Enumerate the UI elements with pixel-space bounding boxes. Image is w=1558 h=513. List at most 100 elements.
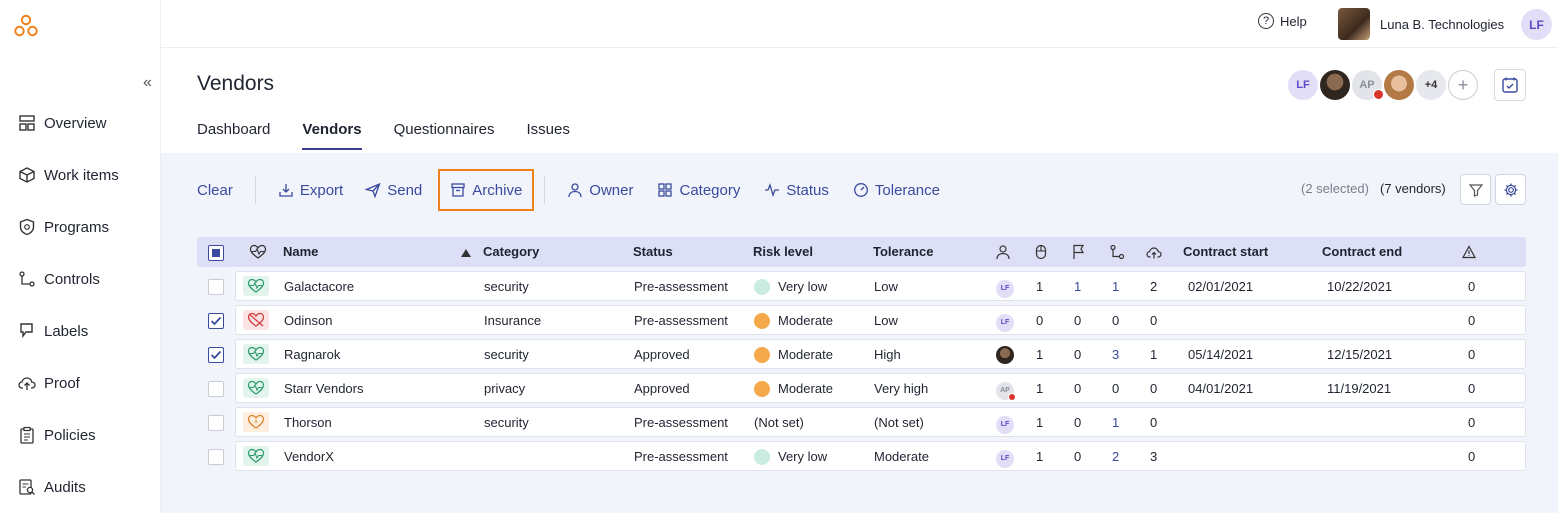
owner-avatar[interactable]: [996, 346, 1014, 367]
count-cell[interactable]: 1: [1112, 279, 1120, 294]
vendor-tolerance: (Not set): [874, 415, 924, 430]
issues-count: 0: [1468, 415, 1476, 430]
status-label: Status: [786, 181, 829, 199]
tag-icon: [20, 323, 33, 339]
clear-button[interactable]: Clear: [197, 181, 233, 199]
more-members-button[interactable]: +4: [1416, 70, 1446, 100]
vendor-name: Ragnarok: [284, 347, 341, 362]
divider: [254, 176, 256, 204]
mouse-icon: [1035, 244, 1047, 260]
sidebar-item-overview[interactable]: Overview: [18, 111, 107, 135]
send-button[interactable]: Send: [365, 182, 422, 199]
tab-vendors[interactable]: Vendors: [302, 121, 362, 150]
column-header-category[interactable]: Category: [483, 244, 540, 259]
row-checkbox[interactable]: [208, 449, 224, 465]
count-cell: 0: [1150, 381, 1158, 396]
vendor-status: Pre-assessment: [634, 415, 728, 430]
controls-column-icon: [1110, 244, 1125, 260]
issues-count: 0: [1468, 381, 1476, 396]
avatar[interactable]: AP: [1352, 70, 1384, 100]
category-grid-icon: [658, 183, 673, 197]
checkmark-icon: [210, 316, 222, 326]
table-row[interactable]: Odinson Insurance Pre-assessment Moderate Lo…: [235, 305, 1526, 335]
row-checkbox[interactable]: [208, 347, 224, 363]
box-icon: [19, 167, 35, 183]
export-button[interactable]: Export: [278, 182, 343, 199]
owner-avatar[interactable]: LF: [996, 312, 1014, 332]
table-row[interactable]: VendorX Pre-assessment Very low Moderate LF 1…: [235, 441, 1526, 471]
collapse-sidebar-button[interactable]: «: [143, 74, 152, 91]
vendor-category: privacy: [484, 381, 526, 396]
vendor-tolerance: Low: [874, 313, 898, 328]
help-link[interactable]: ? Help: [1258, 13, 1307, 29]
sidebar-item-policies[interactable]: Policies: [18, 423, 96, 447]
org-switcher[interactable]: Luna B. Technologies: [1338, 8, 1504, 40]
status-button[interactable]: Status: [764, 182, 829, 199]
count-cell[interactable]: 1: [1112, 415, 1120, 430]
calendar-button[interactable]: [1494, 69, 1526, 101]
count-cell[interactable]: 2: [1112, 449, 1120, 464]
sidebar-item-work-items[interactable]: Work items: [18, 163, 119, 187]
owner-initials: AP: [1000, 387, 1010, 394]
help-icon: ?: [1258, 13, 1274, 29]
tab-questionnaires[interactable]: Questionnaires: [393, 121, 495, 138]
filter-button[interactable]: [1460, 174, 1491, 205]
table-row[interactable]: Starr Vendors privacy Approved Moderate Very…: [235, 373, 1526, 403]
owner-avatar[interactable]: LF: [996, 448, 1014, 468]
owner-initials-wrap: AP: [996, 381, 1016, 401]
tolerance-button[interactable]: Tolerance: [853, 182, 940, 199]
count-cell: 0: [1112, 313, 1120, 328]
row-checkbox[interactable]: [208, 381, 224, 397]
send-label: Send: [387, 181, 423, 199]
owner-avatar[interactable]: AP: [996, 380, 1016, 401]
tab-issues[interactable]: Issues: [526, 121, 570, 138]
sidebar-item-audits[interactable]: Audits: [18, 475, 86, 499]
sidebar-item-labels[interactable]: Labels: [18, 319, 88, 343]
add-member-button[interactable]: +: [1448, 70, 1478, 100]
tolerance-label: Tolerance: [874, 181, 940, 199]
count-cell[interactable]: 1: [1074, 279, 1082, 294]
count-cell: 3: [1150, 449, 1158, 464]
owner-avatar[interactable]: LF: [996, 278, 1014, 298]
column-header-risk[interactable]: Risk level: [753, 244, 813, 259]
column-header-contract-end[interactable]: Contract end: [1322, 244, 1403, 259]
selected-count: (2 selected): [1301, 181, 1369, 196]
row-checkbox[interactable]: [208, 313, 224, 329]
sort-asc-icon[interactable]: [461, 249, 471, 257]
sidebar-item-proof[interactable]: Proof: [18, 371, 80, 395]
avatar[interactable]: LF: [1288, 70, 1318, 100]
contract-start: 04/01/2021: [1188, 381, 1254, 396]
avatar-photo[interactable]: [1384, 70, 1414, 100]
sidebar-item-controls[interactable]: Controls: [18, 267, 100, 291]
gear-icon: [1504, 183, 1517, 196]
row-checkbox[interactable]: [208, 279, 224, 295]
risk-level: (Not set): [754, 415, 804, 430]
category-button[interactable]: Category: [657, 182, 740, 199]
vendor-category: security: [484, 347, 529, 362]
table-row[interactable]: Ragnarok security Approved Moderate High 1 0 3 1…: [235, 339, 1526, 369]
row-checkbox[interactable]: [208, 415, 224, 431]
table-row[interactable]: Thorson security Pre-assessment (Not set) (N…: [235, 407, 1526, 437]
contract-end: 12/15/2021: [1327, 347, 1393, 362]
sidebar-item-label: Programs: [44, 218, 110, 236]
count-cell: 0: [1150, 313, 1158, 328]
count-cell[interactable]: 3: [1112, 347, 1120, 362]
tab-dashboard[interactable]: Dashboard: [197, 121, 271, 138]
settings-button[interactable]: [1495, 174, 1526, 205]
column-header-status[interactable]: Status: [633, 244, 673, 259]
user-avatar[interactable]: LF: [1521, 9, 1552, 40]
table-row[interactable]: Galactacore security Pre-assessment Very lo…: [235, 271, 1526, 301]
sidebar-item-programs[interactable]: Programs: [18, 215, 109, 239]
column-header-tolerance[interactable]: Tolerance: [873, 244, 934, 259]
avatar-photo[interactable]: [1320, 70, 1350, 100]
column-header-name[interactable]: Name: [283, 244, 319, 259]
column-header-contract-start[interactable]: Contract start: [1183, 244, 1269, 259]
grid-icon: [19, 115, 35, 131]
owner-avatar[interactable]: LF: [996, 414, 1014, 434]
owner-button[interactable]: Owner: [567, 182, 633, 199]
checkmark-icon: [210, 350, 222, 360]
app-logo-icon[interactable]: [13, 14, 39, 38]
archive-button[interactable]: Archive: [438, 169, 535, 211]
issues-count: 0: [1468, 347, 1476, 362]
select-all-checkbox[interactable]: [208, 245, 224, 261]
